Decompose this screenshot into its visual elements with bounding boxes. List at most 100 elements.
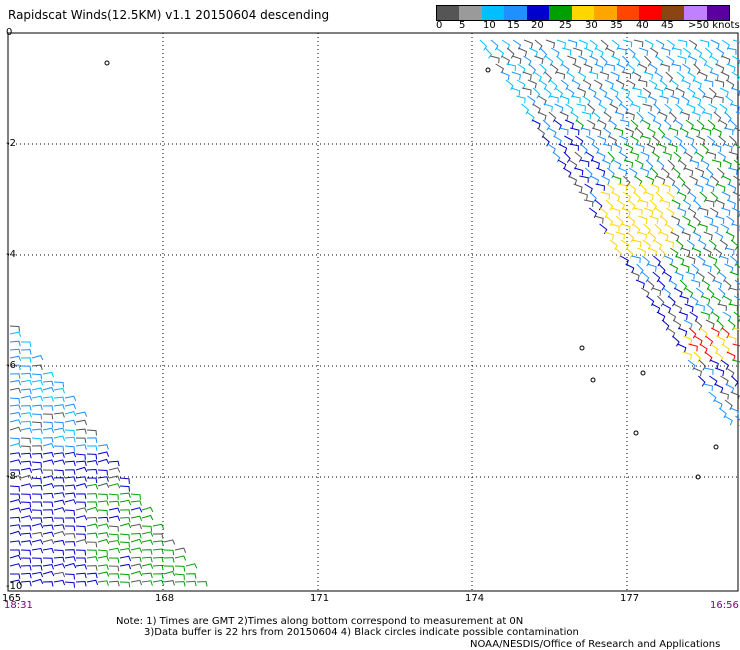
wind-barb — [595, 183, 605, 191]
wind-barb — [53, 477, 65, 483]
wind-barb — [677, 207, 687, 217]
wind-barb — [86, 516, 98, 523]
wind-barb — [717, 287, 726, 299]
wind-barb — [53, 579, 66, 586]
wind-barb — [53, 530, 66, 537]
wind-barb — [637, 231, 647, 240]
wind-barb — [64, 581, 75, 588]
wind-barb — [64, 509, 75, 516]
wind-barb — [53, 539, 65, 546]
wind-barb — [661, 319, 670, 331]
wind-barb — [622, 55, 630, 67]
wind-barb — [174, 573, 185, 580]
wind-barb — [64, 499, 77, 505]
wind-barb — [75, 572, 87, 579]
wind-barb — [712, 127, 722, 137]
wind-barb — [714, 231, 724, 242]
wind-barb — [64, 517, 76, 523]
wind-barb — [660, 199, 671, 208]
legend-swatch — [504, 6, 527, 20]
wind-barb — [31, 477, 42, 484]
wind-barb — [152, 533, 164, 539]
wind-barb — [693, 63, 701, 75]
wind-barb — [686, 255, 696, 264]
wind-barb — [31, 539, 44, 545]
wind-barb — [688, 55, 697, 65]
wind-barb — [611, 191, 621, 202]
wind-barb — [152, 556, 164, 563]
wind-barb — [637, 247, 647, 257]
wind-barb — [586, 135, 595, 146]
wind-barb — [528, 63, 537, 75]
wind-barb — [670, 231, 680, 242]
wind-barb — [705, 319, 715, 329]
wind-barb — [582, 95, 591, 106]
wind-barb — [579, 175, 589, 183]
wind-barb — [656, 175, 666, 185]
wind-barb — [64, 556, 76, 562]
wind-barb — [119, 517, 131, 523]
wind-barb — [705, 167, 714, 179]
wind-barb — [9, 530, 22, 537]
wind-barb — [53, 396, 65, 403]
wind-barb — [663, 119, 672, 131]
wind-barb — [521, 103, 530, 115]
wind-barb — [730, 391, 740, 401]
wind-barb — [681, 231, 691, 241]
wind-barb — [594, 199, 603, 211]
wind-barb — [31, 565, 43, 571]
wind-barb — [506, 63, 516, 71]
wind-barb — [501, 39, 511, 50]
wind-barb — [685, 135, 695, 145]
wind-barb — [636, 111, 644, 123]
wind-barb — [684, 167, 694, 176]
wind-barb — [86, 445, 98, 451]
wind-barb — [728, 167, 738, 176]
wind-barb — [668, 279, 678, 290]
wind-barb — [42, 459, 55, 465]
wind-barb — [64, 403, 77, 410]
wind-barb — [97, 555, 110, 561]
wind-barb — [185, 573, 197, 579]
wind-barb — [31, 547, 44, 554]
legend-swatch — [549, 6, 572, 20]
wind-barb — [578, 191, 588, 200]
wind-barb — [531, 119, 541, 129]
wind-barb — [638, 199, 649, 208]
wind-barb — [64, 460, 76, 467]
wind-barb — [735, 111, 740, 114]
wind-barb — [654, 207, 664, 218]
wind-barb — [53, 404, 65, 410]
wind-barb — [725, 383, 735, 394]
wind-barb — [647, 263, 657, 272]
wind-barb — [631, 255, 641, 264]
legend-label: >50 knots — [688, 20, 740, 31]
wind-barb — [650, 167, 659, 179]
wind-barb — [673, 303, 683, 314]
wind-barb — [641, 271, 650, 283]
wind-barb — [649, 63, 658, 74]
wind-barb — [20, 445, 31, 452]
wind-barb — [31, 531, 43, 538]
legend-label: 45 — [661, 20, 674, 31]
wind-barb — [559, 111, 569, 121]
wind-barb — [75, 466, 88, 473]
legend-swatch — [571, 6, 595, 20]
wind-barb — [130, 532, 142, 539]
wind-barb — [669, 263, 679, 274]
wind-barb — [20, 405, 32, 411]
wind-barb — [679, 143, 687, 155]
wind-barb — [633, 207, 643, 215]
wind-barb — [594, 47, 604, 58]
wind-barb — [64, 451, 77, 458]
wind-barb — [709, 71, 719, 81]
wind-barb — [702, 263, 712, 272]
wind-barb — [641, 119, 651, 130]
wind-barb — [31, 484, 43, 491]
wind-barb — [97, 549, 108, 556]
wind-barb — [555, 71, 566, 80]
wind-barb — [634, 159, 644, 170]
wind-barb — [688, 343, 698, 352]
island-marker — [633, 430, 639, 436]
wind-barb — [495, 63, 505, 74]
